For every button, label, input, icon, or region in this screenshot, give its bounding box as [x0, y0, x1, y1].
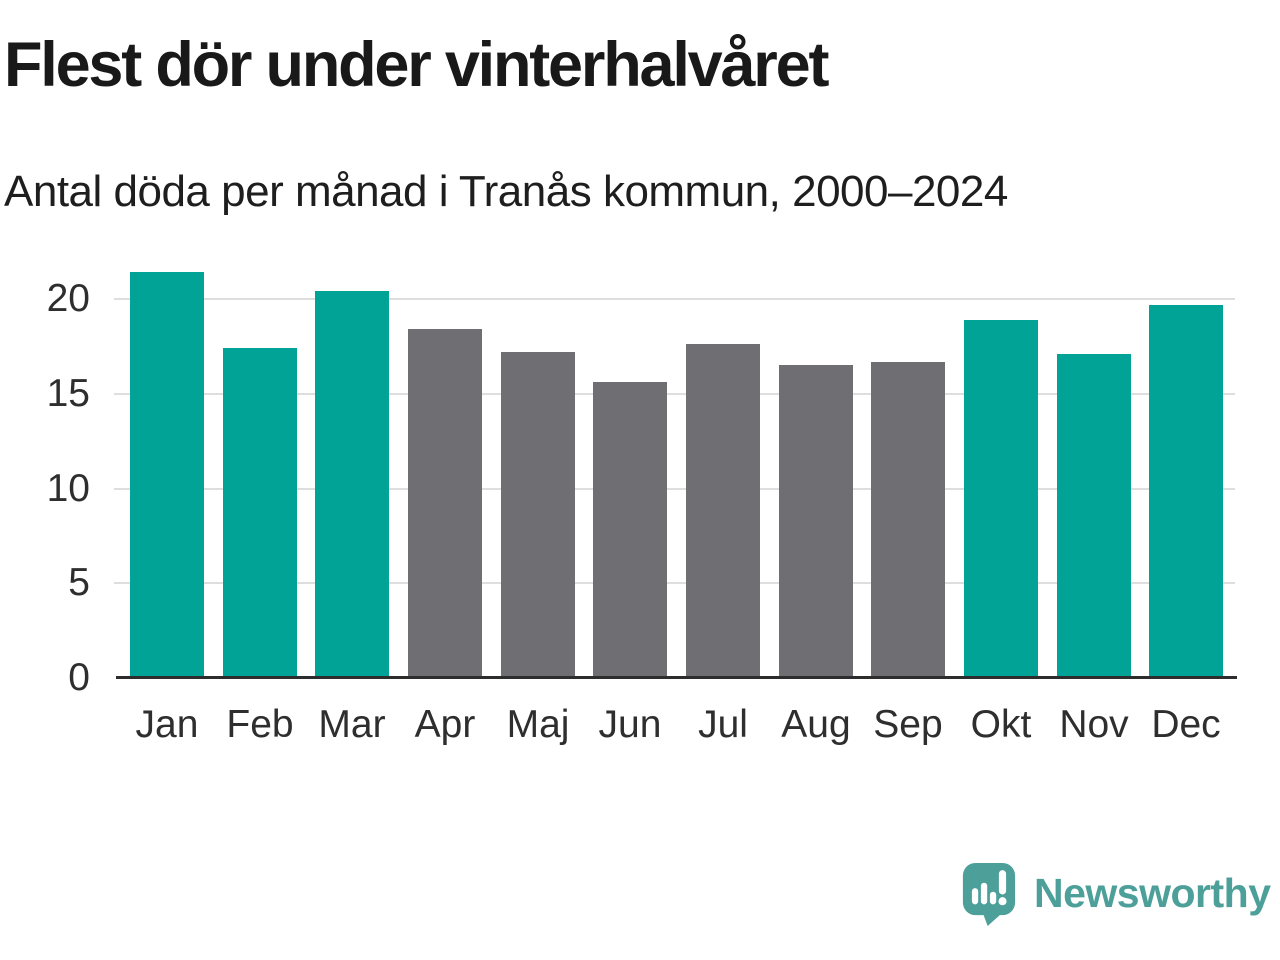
x-axis-label-jan: Jan	[135, 703, 199, 746]
y-axis-tick-label-15: 15	[46, 372, 90, 415]
bar-maj	[501, 352, 575, 678]
bar-mar	[315, 291, 389, 678]
y-axis-tick-label-5: 5	[68, 561, 90, 604]
bar-apr	[408, 329, 482, 678]
chart-subtitle: Antal döda per månad i Tranås kommun, 20…	[4, 167, 1008, 216]
newsworthy-logo: Newsworthy	[962, 862, 1271, 926]
x-axis-label-maj: Maj	[506, 703, 570, 746]
bar-okt	[964, 320, 1038, 678]
x-axis-label-feb: Feb	[226, 703, 294, 746]
x-axis-label-nov: Nov	[1059, 703, 1129, 746]
x-axis-line	[116, 676, 1237, 679]
newsworthy-logo-icon	[962, 862, 1016, 926]
y-axis-tick-label-0: 0	[68, 656, 90, 699]
newsworthy-logo-text: Newsworthy	[1034, 870, 1271, 916]
bar-jan	[130, 272, 204, 678]
bar-jul	[686, 344, 760, 678]
x-axis-label-apr: Apr	[414, 703, 476, 746]
bar-sep	[871, 362, 945, 678]
x-axis-label-dec: Dec	[1151, 703, 1221, 746]
x-axis-label-mar: Mar	[318, 703, 386, 746]
gridline-15	[114, 393, 1235, 395]
x-axis-label-jun: Jun	[598, 703, 662, 746]
x-axis-label-sep: Sep	[873, 703, 943, 746]
y-axis-tick-label-20: 20	[46, 277, 90, 320]
bar-nov	[1057, 354, 1131, 678]
x-axis-label-jul: Jul	[698, 703, 748, 746]
gridline-5	[114, 582, 1235, 584]
gridline-20	[114, 298, 1235, 300]
x-axis-label-okt: Okt	[970, 703, 1032, 746]
y-axis-tick-label-10: 10	[46, 467, 90, 510]
x-axis-label-aug: Aug	[781, 703, 851, 746]
bar-feb	[223, 348, 297, 678]
chart-title: Flest dör under vinterhalvåret	[4, 30, 829, 100]
bar-aug	[779, 365, 853, 678]
gridline-10	[114, 488, 1235, 490]
bar-dec	[1149, 305, 1223, 678]
bar-jun	[593, 382, 667, 678]
